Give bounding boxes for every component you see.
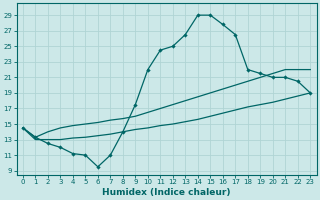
X-axis label: Humidex (Indice chaleur): Humidex (Indice chaleur) (102, 188, 231, 197)
